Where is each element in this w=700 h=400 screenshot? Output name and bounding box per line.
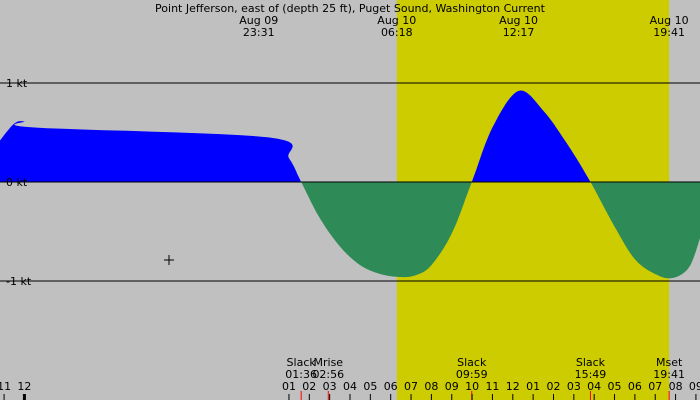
x-tick-label: 05 bbox=[608, 380, 622, 393]
x-tick-label: 09 bbox=[689, 380, 700, 393]
y-tick-labels: 1 kt 0 kt -1 kt bbox=[6, 77, 32, 288]
x-tick: 09 bbox=[689, 380, 700, 400]
x-tick: 02 bbox=[302, 380, 316, 400]
top-label-date: Aug 09 bbox=[239, 14, 278, 27]
x-tick: 04 bbox=[343, 380, 357, 400]
x-tick-label: 06 bbox=[384, 380, 398, 393]
flood-area bbox=[0, 121, 302, 182]
flood-area bbox=[471, 90, 591, 182]
top-label-time: 23:31 bbox=[243, 26, 275, 39]
x-tick-label: 11 bbox=[0, 380, 11, 393]
x-tick-label: 02 bbox=[546, 380, 560, 393]
x-tick-label: 11 bbox=[485, 380, 499, 393]
x-tick: 01 bbox=[526, 380, 540, 400]
x-tick: 12 bbox=[506, 380, 520, 400]
x-axis-ticks: 11 12 01 02 03 04 05 06 07 08 09 10 11 12 01 02 03 04 05 06… bbox=[0, 380, 700, 400]
x-tick: 03 bbox=[567, 380, 581, 400]
current-areas bbox=[0, 90, 700, 279]
event-name: Slack bbox=[576, 356, 606, 369]
x-tick-label: 10 bbox=[465, 380, 479, 393]
top-label-time: 19:41 bbox=[653, 26, 685, 39]
x-tick-label: 03 bbox=[323, 380, 337, 393]
y-gridlines bbox=[0, 82, 700, 282]
x-tick-label: 09 bbox=[445, 380, 459, 393]
top-label-date: Aug 10 bbox=[650, 14, 689, 27]
x-tick-label: 08 bbox=[424, 380, 438, 393]
top-label-date: Aug 10 bbox=[499, 14, 538, 27]
event-time: 09:59 bbox=[456, 368, 488, 381]
event-time: 02:56 bbox=[312, 368, 344, 381]
x-tick-label: 07 bbox=[648, 380, 662, 393]
x-tick: 10 bbox=[465, 380, 479, 400]
x-tick: 04 bbox=[587, 380, 601, 400]
x-tick: 06 bbox=[628, 380, 642, 400]
x-tick: 05 bbox=[608, 380, 622, 400]
x-tick: 11 bbox=[485, 380, 499, 400]
x-tick-label: 02 bbox=[302, 380, 316, 393]
crosshair-cursor-icon bbox=[164, 255, 174, 265]
x-tick-label: 01 bbox=[526, 380, 540, 393]
x-tick: 12 bbox=[17, 380, 31, 400]
event-time: 01:36 bbox=[285, 368, 317, 381]
x-tick-label: 03 bbox=[567, 380, 581, 393]
top-label-time: 06:18 bbox=[381, 26, 413, 39]
x-tick: 03 bbox=[323, 380, 337, 400]
x-tick-label: 04 bbox=[343, 380, 357, 393]
x-tick: 07 bbox=[648, 380, 662, 400]
x-tick: 11 bbox=[0, 380, 11, 400]
x-tick-label: 04 bbox=[587, 380, 601, 393]
ebb-area bbox=[590, 182, 700, 279]
top-label-time: 12:17 bbox=[503, 26, 535, 39]
x-tick: 05 bbox=[363, 380, 377, 400]
event-name: Mrise bbox=[314, 356, 344, 369]
y-tick-label: 1 kt bbox=[6, 77, 28, 90]
x-tick-label: 06 bbox=[628, 380, 642, 393]
x-tick: 01 bbox=[282, 380, 296, 400]
x-tick: 07 bbox=[404, 380, 418, 400]
x-tick: 09 bbox=[445, 380, 459, 400]
x-tick: 02 bbox=[546, 380, 560, 400]
event-time: 19:41 bbox=[653, 368, 685, 381]
x-tick-label: 07 bbox=[404, 380, 418, 393]
x-tick-label: 12 bbox=[506, 380, 520, 393]
chart-title: Point Jefferson, east of (depth 25 ft), … bbox=[155, 2, 546, 15]
event-labels: Slack01:36Mrise02:56Slack09:59Slack15:49… bbox=[285, 356, 685, 400]
x-tick-label: 12 bbox=[17, 380, 31, 393]
x-tick-label: 05 bbox=[363, 380, 377, 393]
ebb-area bbox=[301, 182, 472, 278]
y-tick-label: -1 kt bbox=[6, 275, 32, 288]
event-name: Slack bbox=[457, 356, 487, 369]
x-tick: 08 bbox=[669, 380, 683, 400]
x-tick-label: 08 bbox=[669, 380, 683, 393]
top-label-date: Aug 10 bbox=[377, 14, 416, 27]
event-name: Slack bbox=[287, 356, 317, 369]
event-time: 15:49 bbox=[575, 368, 607, 381]
event-name: Mset bbox=[656, 356, 683, 369]
x-tick: 06 bbox=[384, 380, 398, 400]
y-tick-label: 0 kt bbox=[6, 176, 28, 189]
x-tick: 08 bbox=[424, 380, 438, 400]
x-tick-label: 01 bbox=[282, 380, 296, 393]
